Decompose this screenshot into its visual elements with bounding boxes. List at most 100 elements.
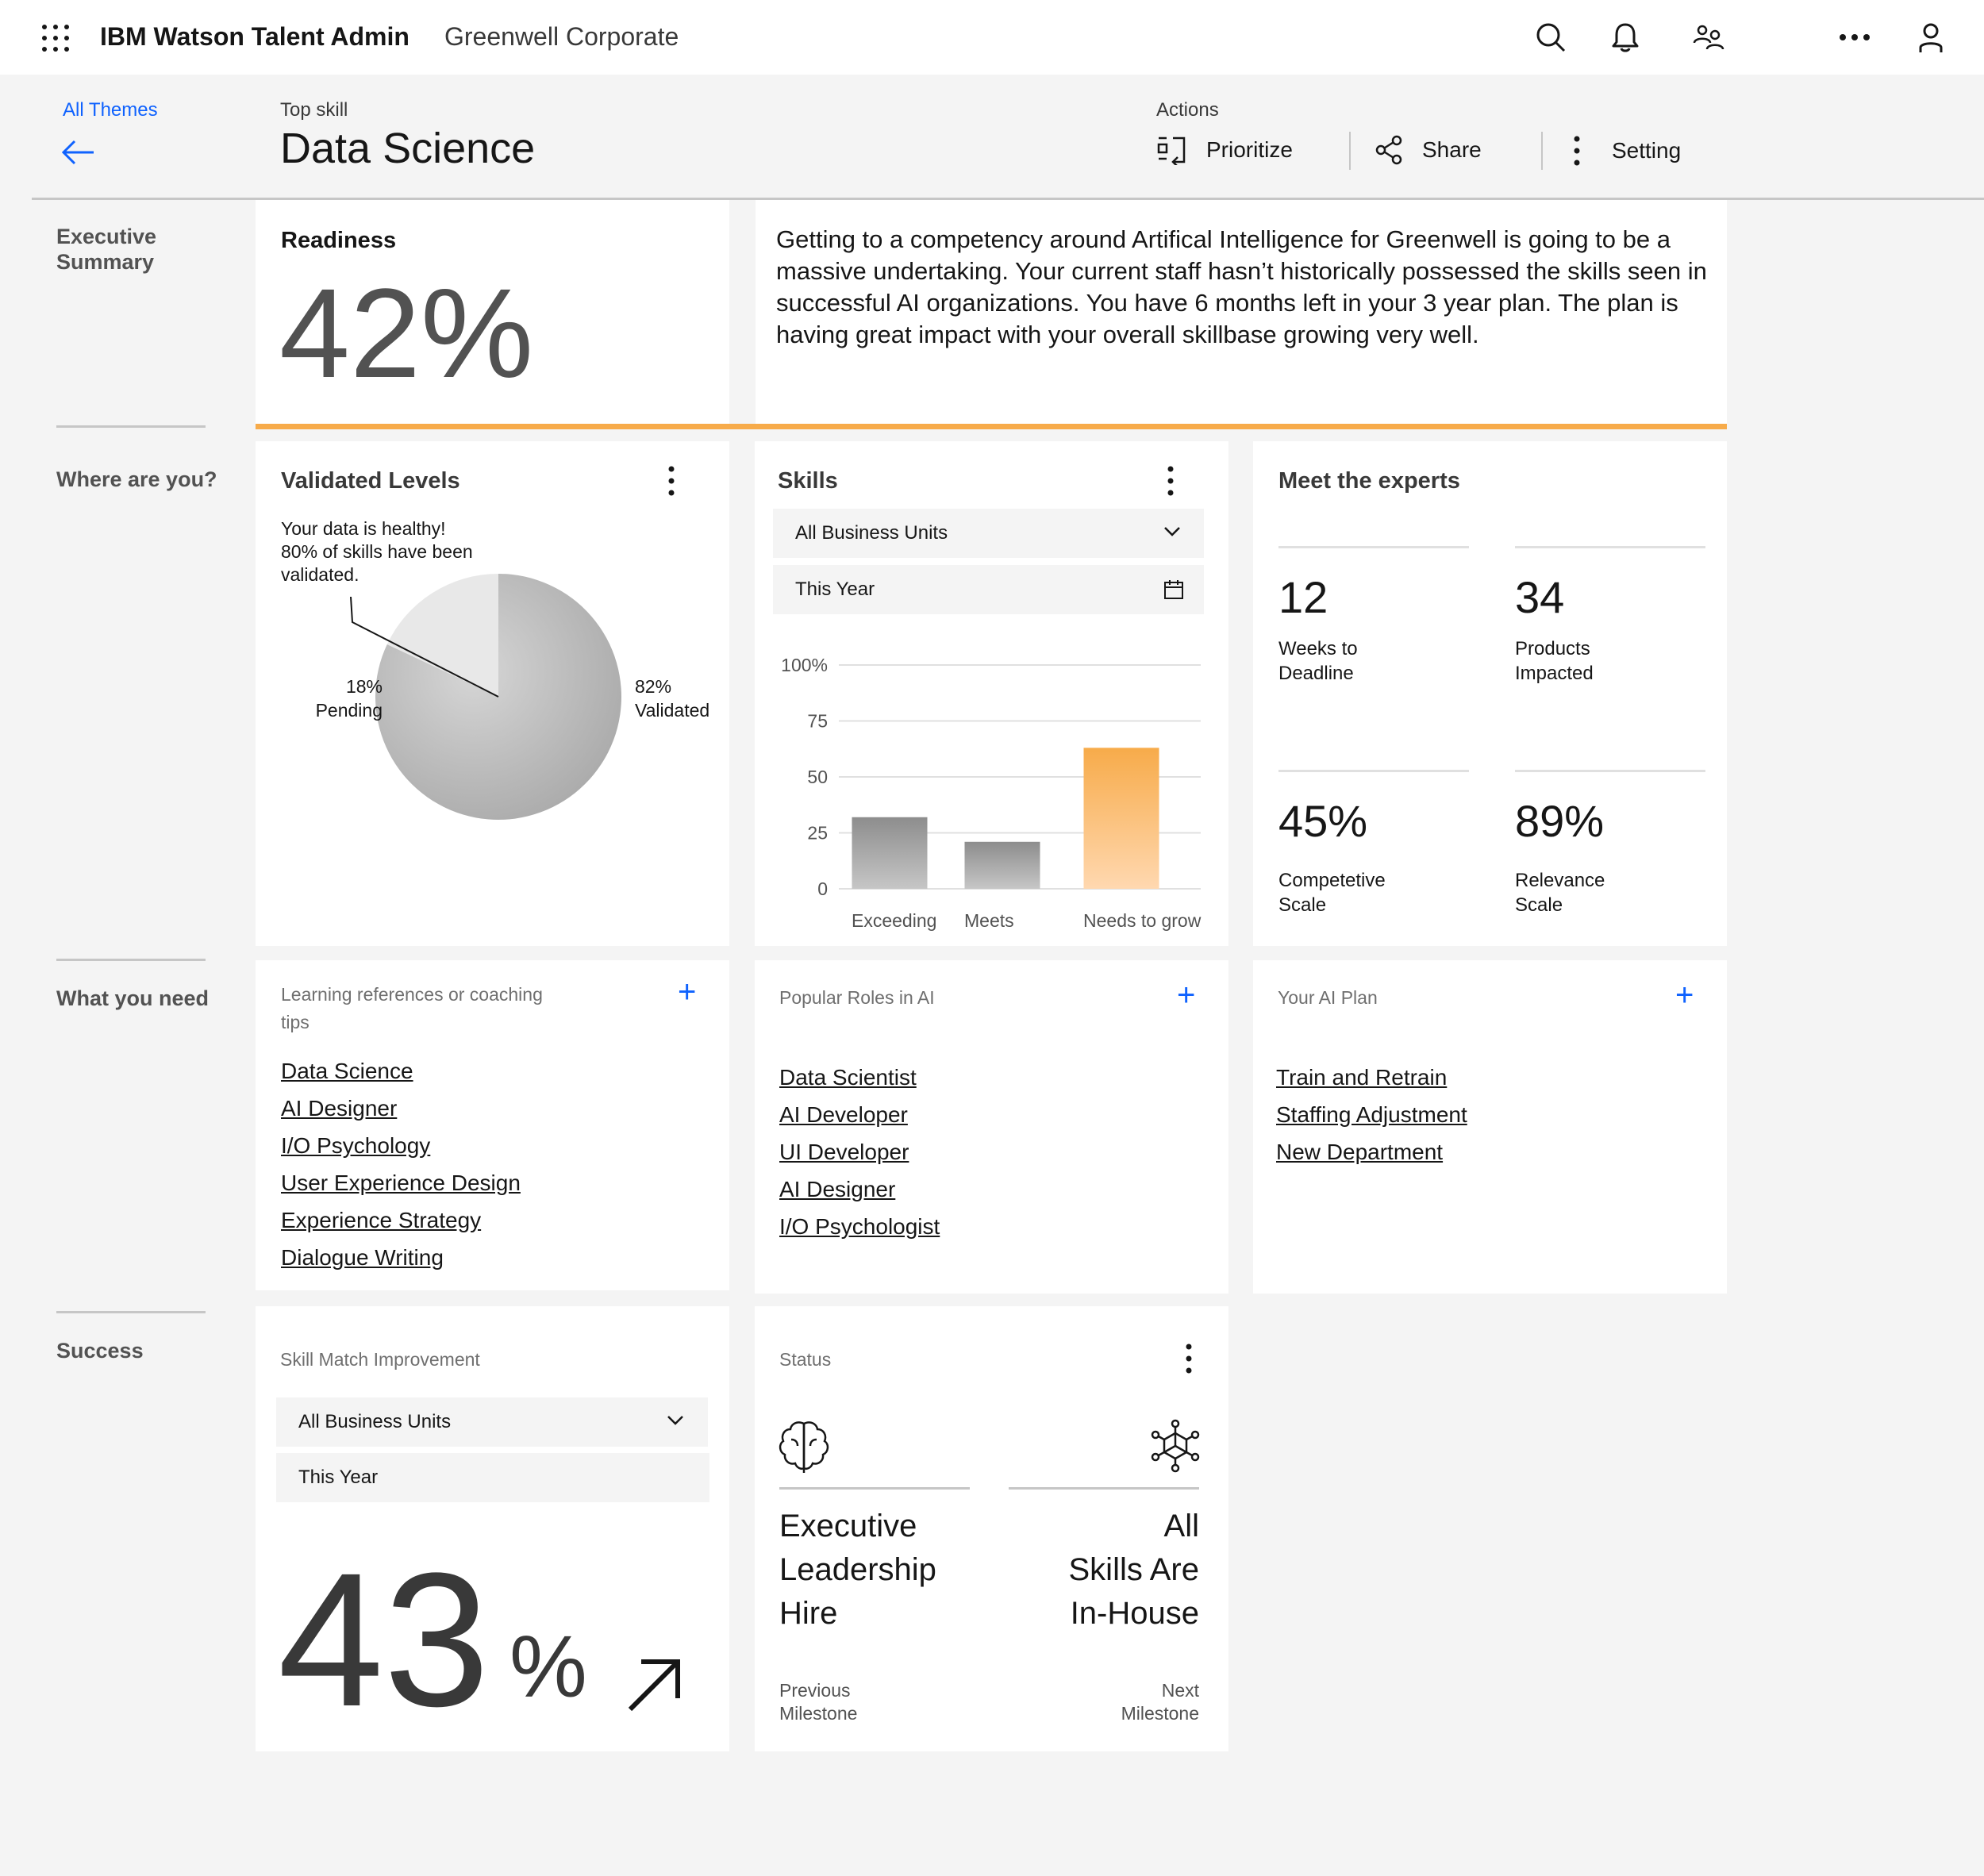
prioritize-icon (1157, 136, 1186, 165)
learning-references-title: Learning references or coaching tips (281, 984, 543, 1032)
link-ai-developer[interactable]: AI Developer (779, 1102, 908, 1127)
stat-divider (1278, 546, 1469, 548)
pie-pending-label: 18% Pending (303, 675, 383, 722)
stat-competitive-label-line1: Competetive (1278, 870, 1386, 891)
link-user-experience-design[interactable]: User Experience Design (281, 1171, 521, 1195)
readiness-value: 42% (279, 262, 534, 404)
stat-competitive-value: 45% (1278, 796, 1368, 846)
stat-products-label-line2: Impacted (1515, 663, 1594, 684)
popular-roles-title: Popular Roles in AI (779, 987, 935, 1008)
link-dialogue-writing[interactable]: Dialogue Writing (281, 1245, 444, 1270)
stat-products-label: Products Impacted (1515, 636, 1594, 686)
pie-validated-name: Validated (635, 700, 710, 721)
kebab-menu-icon[interactable] (667, 465, 676, 497)
link-ai-designer-role[interactable]: AI Designer (779, 1177, 896, 1201)
link-staffing-adjustment[interactable]: Staffing Adjustment (1276, 1102, 1467, 1127)
business-units-dropdown[interactable]: All Business Units (773, 509, 1204, 558)
link-io-psychology[interactable]: I/O Psychology (281, 1133, 431, 1158)
skill-match-period-value: This Year (298, 1467, 379, 1488)
action-separator (1349, 132, 1351, 170)
period-date-picker[interactable]: This Year (773, 565, 1204, 614)
stat-divider (1278, 770, 1469, 772)
skill-match-card: Skill Match Improvement All Business Uni… (256, 1306, 729, 1751)
add-role-icon[interactable]: + (1177, 978, 1196, 1013)
app-switcher-icon[interactable] (40, 22, 71, 54)
stat-products-label-line1: Products (1515, 638, 1590, 659)
link-data-scientist[interactable]: Data Scientist (779, 1065, 917, 1090)
top-navigation-bar: IBM Watson Talent Admin Greenwell Corpor… (0, 0, 1984, 75)
link-train-and-retrain[interactable]: Train and Retrain (1276, 1065, 1448, 1090)
link-ui-developer[interactable]: UI Developer (779, 1140, 909, 1164)
user-icon[interactable] (1914, 21, 1947, 54)
link-new-department[interactable]: New Department (1276, 1140, 1444, 1164)
executive-summary-card: Getting to a competency around Artifical… (756, 200, 1727, 425)
previous-milestone-label: Previous Milestone (779, 1679, 857, 1725)
bar-x-category-label: Needs to grow (1083, 910, 1202, 931)
skill-match-units-value: All Business Units (298, 1411, 452, 1432)
skills-card: Skills All Business Units This Year (755, 441, 1228, 946)
notification-icon[interactable] (1609, 21, 1642, 54)
skill-match-value: 43 (278, 1533, 490, 1746)
business-units-value: All Business Units (795, 522, 948, 544)
ai-plan-title: Your AI Plan (1278, 987, 1378, 1008)
calendar-icon (1164, 580, 1183, 599)
back-arrow-icon[interactable] (60, 136, 95, 168)
summary-accent-rule (256, 424, 1727, 429)
overflow-menu-icon[interactable] (1838, 21, 1871, 54)
breadcrumb-all-themes[interactable]: All Themes (63, 99, 158, 121)
link-experience-strategy[interactable]: Experience Strategy (281, 1208, 482, 1232)
previous-milestone-line3: Hire (779, 1596, 838, 1631)
link-data-science[interactable]: Data Science (281, 1059, 413, 1083)
meet-experts-title: Meet the experts (1278, 468, 1460, 494)
app-title[interactable]: IBM Watson Talent Admin (100, 22, 409, 51)
team-icon[interactable] (1692, 21, 1725, 54)
skills-title: Skills (778, 468, 838, 494)
link-io-psychologist[interactable]: I/O Psychologist (779, 1214, 940, 1239)
meet-experts-card: Meet the experts 12 Weeks to Deadline 34… (1253, 441, 1727, 946)
share-icon (1375, 135, 1402, 165)
skill-match-units-dropdown[interactable]: All Business Units (276, 1397, 708, 1447)
next-milestone-sub2: Milestone (1121, 1703, 1199, 1724)
add-plan-icon[interactable]: + (1675, 978, 1694, 1013)
bar-x-category-label: Exceeding (852, 910, 936, 931)
kebab-menu-icon[interactable] (1166, 465, 1175, 497)
stat-products-value: 34 (1515, 572, 1565, 622)
kebab-menu-icon[interactable] (1184, 1343, 1194, 1374)
setting-button[interactable]: Setting (1574, 135, 1681, 167)
pie-callout-line (350, 596, 499, 698)
page-title: Data Science (280, 125, 536, 172)
pie-slice-pending (386, 574, 498, 697)
link-ai-designer[interactable]: AI Designer (281, 1096, 398, 1121)
stat-competitive-label: Competetive Scale (1278, 868, 1386, 917)
prioritize-label: Prioritize (1206, 137, 1293, 162)
arrow-up-right-icon (628, 1659, 680, 1712)
bar-y-tick-label: 50 (807, 767, 828, 787)
skill-match-period-select[interactable]: This Year (276, 1453, 709, 1502)
organization-name: Greenwell Corporate (444, 22, 679, 51)
validated-levels-card: Validated Levels Your data is healthy! 8… (256, 441, 729, 946)
stat-divider (1515, 546, 1705, 548)
bar-x-category-label: Meets (964, 910, 1014, 931)
chevron-down-icon (667, 1416, 683, 1425)
network-hexagon-icon (1151, 1419, 1200, 1473)
skill-match-title: Skill Match Improvement (280, 1349, 480, 1370)
learning-links-list: Data Science AI Designer I/O Psychology … (281, 1052, 521, 1276)
add-learning-icon[interactable]: + (678, 975, 697, 1009)
milestone-divider (779, 1487, 970, 1490)
period-value: This Year (795, 579, 875, 600)
previous-milestone-sub2: Milestone (779, 1703, 858, 1724)
validated-pie-chart (350, 574, 621, 820)
next-milestone-sub1: Next (1161, 1680, 1199, 1701)
bar-y-tick-label: 75 (807, 711, 828, 732)
status-title: Status (779, 1349, 832, 1370)
section-label-executive-summary: Executive Summary (56, 225, 157, 274)
next-milestone-line3: In-House (1070, 1596, 1199, 1631)
share-label: Share (1422, 137, 1482, 162)
next-milestone-label: Next Milestone (1121, 1679, 1199, 1725)
prioritize-button[interactable]: Prioritize (1157, 135, 1293, 165)
search-icon[interactable] (1534, 21, 1567, 54)
share-button[interactable]: Share (1375, 135, 1482, 165)
roles-links-list: Data Scientist AI Developer UI Developer… (779, 1059, 940, 1245)
pie-pending-percent: 18% (345, 676, 383, 697)
bar-y-tick-label: 25 (807, 823, 828, 844)
